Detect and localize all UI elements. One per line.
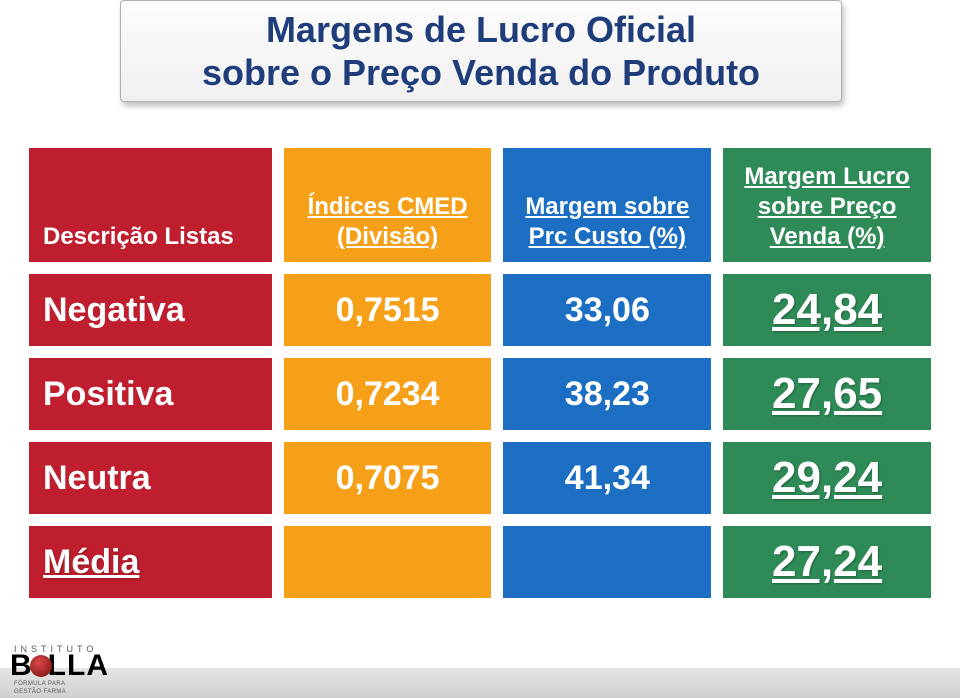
row-custo: 33,06 xyxy=(565,291,650,330)
row-custo: 41,34 xyxy=(565,459,650,498)
title-line-2: sobre o Preço Venda do Produto xyxy=(202,51,760,94)
row-label: Média xyxy=(43,543,139,582)
row-indice: 0,7075 xyxy=(336,459,440,498)
logo-name: BLLA xyxy=(10,652,109,679)
header-text-descricao: Descrição Listas xyxy=(43,222,234,252)
row-venda-cell: 27,65 xyxy=(722,354,932,434)
header-text-custo: Margem sobre Prc Custo (%) xyxy=(511,192,703,252)
row-label: Neutra xyxy=(43,459,151,498)
row-venda: 29,24 xyxy=(772,453,882,503)
row-venda-cell: 29,24 xyxy=(722,438,932,518)
header-text-venda: Margem Lucro sobre Preço Venda (%) xyxy=(731,162,923,252)
header-text-indices: Índices CMED (Divisão) xyxy=(292,192,484,252)
row-indice-cell xyxy=(283,522,493,602)
logo-dot-icon xyxy=(30,655,52,677)
table-row: Média 27,24 xyxy=(28,522,932,602)
row-indice-cell: 0,7515 xyxy=(283,270,493,350)
row-label: Positiva xyxy=(43,375,173,414)
header-cell-venda: Margem Lucro sobre Preço Venda (%) xyxy=(722,144,932,266)
row-indice-cell: 0,7075 xyxy=(283,438,493,518)
row-label-cell: Positiva xyxy=(28,354,273,434)
table-container: Descrição Listas Índices CMED (Divisão) … xyxy=(18,140,942,606)
row-venda-cell: 27,24 xyxy=(722,522,932,602)
table-row: Neutra 0,7075 41,34 29,24 xyxy=(28,438,932,518)
row-custo-cell xyxy=(502,522,712,602)
header-cell-indices: Índices CMED (Divisão) xyxy=(283,144,493,266)
title-panel: Margens de Lucro Oficial sobre o Preço V… xyxy=(120,0,842,102)
row-custo: 38,23 xyxy=(565,375,650,414)
row-label-cell: Neutra xyxy=(28,438,273,518)
title-line-1: Margens de Lucro Oficial xyxy=(266,8,696,51)
row-custo-cell: 33,06 xyxy=(502,270,712,350)
table-row: Positiva 0,7234 38,23 27,65 xyxy=(28,354,932,434)
row-venda-cell: 24,84 xyxy=(722,270,932,350)
row-indice: 0,7234 xyxy=(336,375,440,414)
header-cell-custo: Margem sobre Prc Custo (%) xyxy=(502,144,712,266)
logo-subtitle-2: GESTÃO FARMA xyxy=(14,689,66,696)
header-cell-descricao: Descrição Listas xyxy=(28,144,273,266)
row-venda: 27,24 xyxy=(772,537,882,587)
table-row: Negativa 0,7515 33,06 24,84 xyxy=(28,270,932,350)
row-indice-cell: 0,7234 xyxy=(283,354,493,434)
logo-suffix: LLA xyxy=(48,649,109,682)
row-venda: 27,65 xyxy=(772,369,882,419)
row-venda: 24,84 xyxy=(772,285,882,335)
row-custo-cell: 38,23 xyxy=(502,354,712,434)
row-label-cell: Média xyxy=(28,522,273,602)
row-label-cell: Negativa xyxy=(28,270,273,350)
row-custo-cell: 41,34 xyxy=(502,438,712,518)
logo: INSTITUTO BLLA FÓRMULA PARA GESTÃO FARMA xyxy=(10,636,160,696)
margins-table: Descrição Listas Índices CMED (Divisão) … xyxy=(18,140,942,606)
row-label: Negativa xyxy=(43,291,185,330)
row-indice: 0,7515 xyxy=(336,291,440,330)
table-header-row: Descrição Listas Índices CMED (Divisão) … xyxy=(28,144,932,266)
